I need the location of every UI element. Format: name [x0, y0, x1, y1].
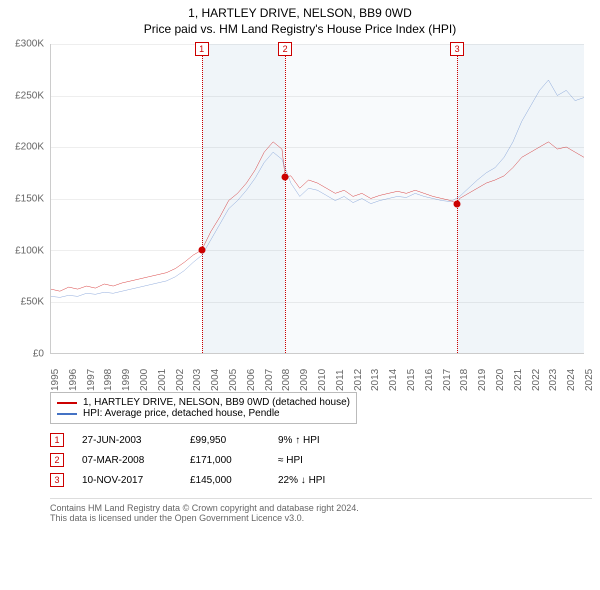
- x-axis-label: 2003: [192, 369, 203, 391]
- y-axis-label: £150K: [8, 194, 48, 205]
- x-axis-label: 2015: [406, 369, 417, 391]
- series-hpi: [51, 80, 584, 297]
- chart-subtitle: Price paid vs. HM Land Registry's House …: [8, 22, 592, 36]
- x-axis-label: 2013: [370, 369, 381, 391]
- plot-region: 1 2 3: [50, 44, 584, 354]
- x-axis-label: 2017: [442, 369, 453, 391]
- y-axis-label: £250K: [8, 90, 48, 101]
- x-axis-label: 1998: [103, 369, 114, 391]
- marker-3: 3: [450, 42, 464, 56]
- x-axis-label: 1997: [86, 369, 97, 391]
- x-axis-label: 2007: [264, 369, 275, 391]
- legend-item: HPI: Average price, detached house, Pend…: [57, 408, 350, 419]
- x-axis-label: 2023: [548, 369, 559, 391]
- x-axis-label: 2008: [281, 369, 292, 391]
- x-axis-label: 2012: [353, 369, 364, 391]
- x-axis-label: 2018: [459, 369, 470, 391]
- transaction-row: 207-MAR-2008£171,000≈ HPI: [50, 450, 592, 470]
- marker-2: 2: [278, 42, 292, 56]
- x-axis-label: 2009: [299, 369, 310, 391]
- chart-area: £0£50K£100K£150K£200K£250K£300K 123 1995…: [8, 44, 592, 384]
- x-axis-label: 2020: [495, 369, 506, 391]
- x-axis-label: 2016: [424, 369, 435, 391]
- x-axis-label: 2019: [477, 369, 488, 391]
- footer-attribution: Contains HM Land Registry data © Crown c…: [50, 498, 592, 523]
- line-series: [51, 44, 584, 353]
- x-axis-label: 2002: [175, 369, 186, 391]
- legend-item: 1, HARTLEY DRIVE, NELSON, BB9 0WD (detac…: [57, 397, 350, 408]
- transactions-table: 127-JUN-2003£99,9509% ↑ HPI207-MAR-2008£…: [50, 430, 592, 490]
- transaction-row: 310-NOV-2017£145,00022% ↓ HPI: [50, 470, 592, 490]
- x-axis-label: 1995: [50, 369, 61, 391]
- footer-line2: This data is licensed under the Open Gov…: [50, 513, 592, 523]
- x-axis-label: 2006: [246, 369, 257, 391]
- y-axis-label: £100K: [8, 245, 48, 256]
- x-axis-label: 2022: [531, 369, 542, 391]
- x-axis-label: 2011: [335, 369, 346, 391]
- x-axis-label: 2001: [157, 369, 168, 391]
- x-axis-label: 2024: [566, 369, 577, 391]
- x-axis-label: 2004: [210, 369, 221, 391]
- x-axis-label: 2010: [317, 369, 328, 391]
- x-axis-label: 2014: [388, 369, 399, 391]
- footer-line1: Contains HM Land Registry data © Crown c…: [50, 503, 592, 513]
- marker-1: 1: [195, 42, 209, 56]
- x-axis-label: 2005: [228, 369, 239, 391]
- x-axis-label: 2025: [584, 369, 595, 391]
- series-property: [51, 142, 584, 291]
- x-axis-label: 2021: [513, 369, 524, 391]
- y-axis-label: £200K: [8, 142, 48, 153]
- x-axis-label: 1996: [68, 369, 79, 391]
- y-axis-label: £300K: [8, 39, 48, 50]
- transaction-row: 127-JUN-2003£99,9509% ↑ HPI: [50, 430, 592, 450]
- x-axis-label: 2000: [139, 369, 150, 391]
- chart-title: 1, HARTLEY DRIVE, NELSON, BB9 0WD: [8, 6, 592, 20]
- y-axis-label: £0: [8, 349, 48, 360]
- legend: 1, HARTLEY DRIVE, NELSON, BB9 0WD (detac…: [50, 392, 357, 424]
- y-axis-label: £50K: [8, 297, 48, 308]
- x-axis-label: 1999: [121, 369, 132, 391]
